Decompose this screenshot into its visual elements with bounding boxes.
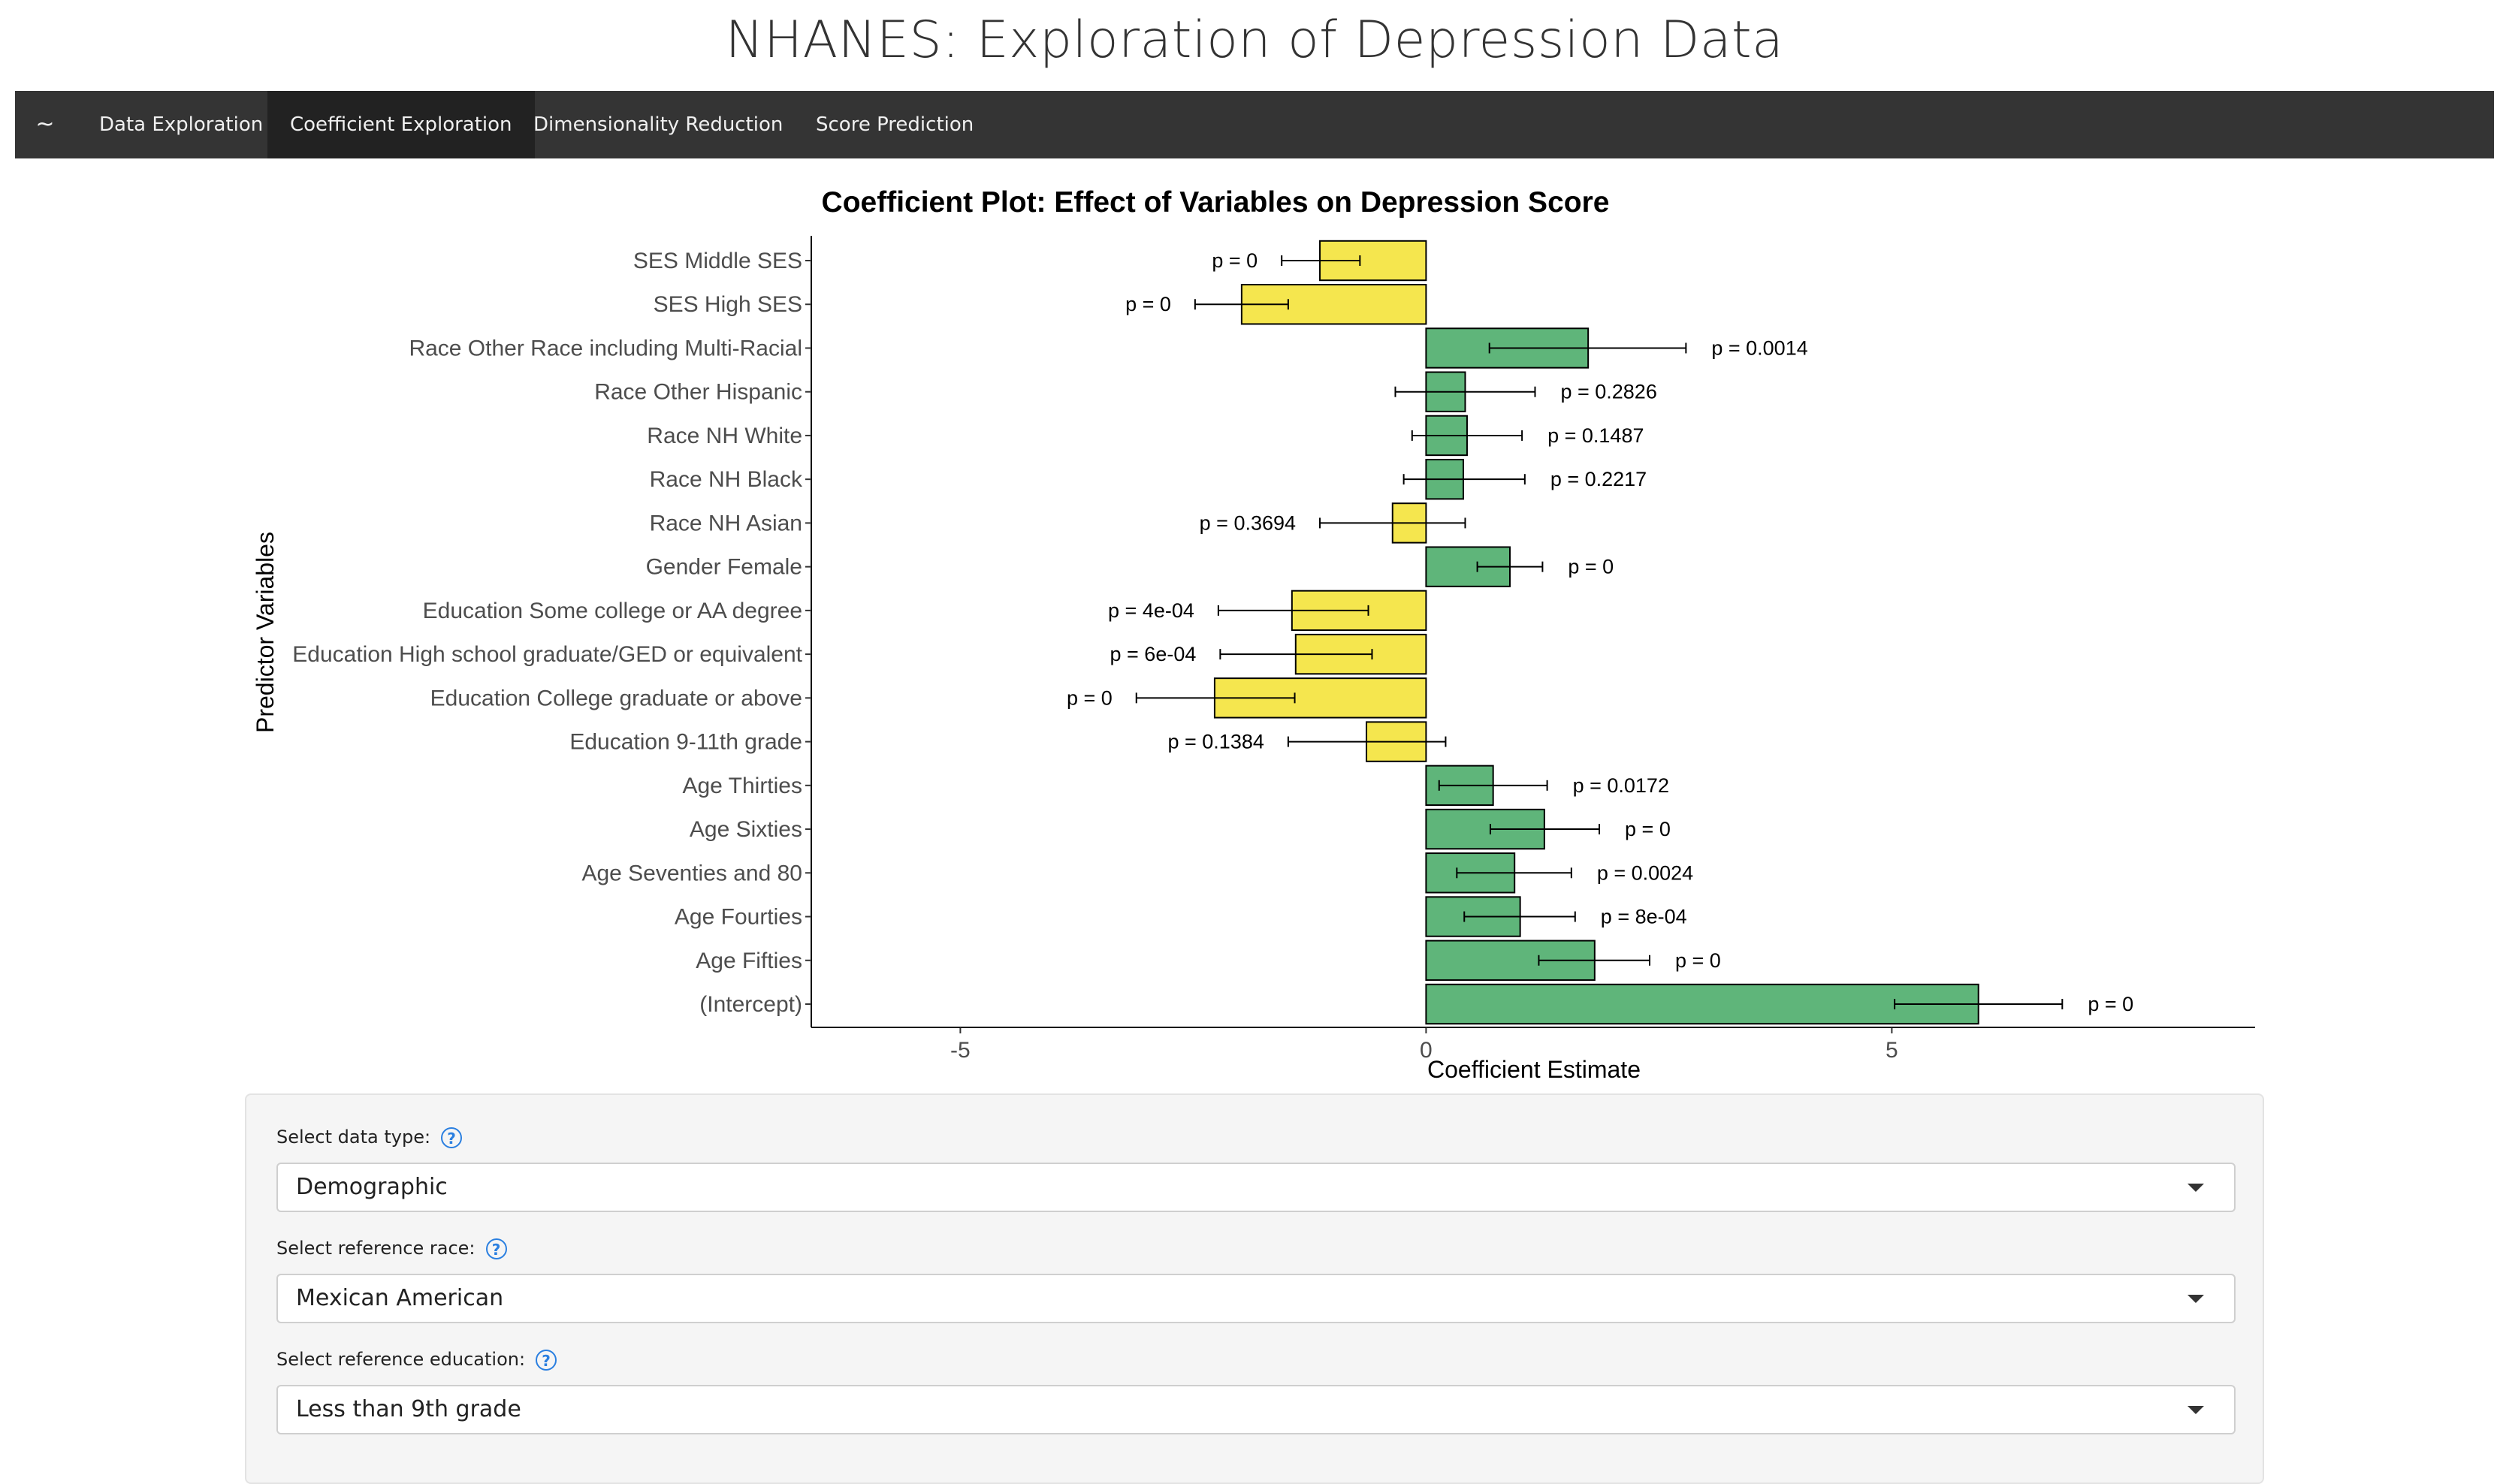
p-value-label: p = 0.2217: [1550, 468, 1647, 490]
p-value-label: p = 0: [1125, 293, 1171, 315]
x-tick-label: 5: [1886, 1038, 1898, 1063]
y-tick-label: Education 9-11th grade: [569, 730, 802, 755]
x-tick-label: 0: [1420, 1038, 1433, 1063]
y-axis-title: Predictor Variables: [252, 532, 279, 733]
p-value-label: p = 0.0024: [1597, 861, 1693, 884]
y-tick-label: SES High SES: [654, 292, 802, 317]
reference-education-select[interactable]: Less than 9th grade: [276, 1385, 2236, 1434]
y-tick-label: SES Middle SES: [633, 249, 802, 273]
p-value-label: p = 6e-04: [1110, 643, 1197, 665]
p-value-label: p = 0.3694: [1200, 511, 1296, 534]
reference-race-label: Select reference race:?: [276, 1238, 507, 1259]
control-panel: Select data type:? Demographic Select re…: [245, 1093, 2264, 1484]
p-value-label: p = 0.0014: [1711, 336, 1807, 359]
p-value-label: p = 8e-04: [1601, 906, 1687, 928]
tab-coefficient-exploration[interactable]: Coefficient Exploration: [267, 91, 535, 158]
caret-down-icon: [2187, 1184, 2204, 1192]
data-type-select[interactable]: Demographic: [276, 1163, 2236, 1212]
p-value-label: p = 0: [1067, 686, 1113, 709]
coefficient-plot: Coefficient Plot: Effect of Variables on…: [0, 173, 2509, 1089]
y-tick-label: Education Some college or AA degree: [423, 599, 802, 623]
y-tick-label: Education High school graduate/GED or eq…: [292, 642, 802, 667]
y-tick-label: Age Fourties: [675, 905, 802, 930]
y-tick-label: (Intercept): [699, 992, 802, 1017]
y-tick-label: Gender Female: [646, 555, 802, 580]
page-title: NHANES: Exploration of Depression Data: [725, 11, 1784, 70]
question-circle-icon[interactable]: ?: [536, 1350, 557, 1371]
reference-race-value: Mexican American: [296, 1285, 504, 1311]
p-value-label: p = 0.2826: [1560, 381, 1656, 403]
y-tick-label: Race NH White: [647, 424, 802, 448]
y-tick-label: Age Sixties: [690, 817, 802, 842]
reference-education-value: Less than 9th grade: [296, 1396, 521, 1422]
nav-brand[interactable]: ~: [35, 111, 55, 137]
tab-dimensionality-reduction[interactable]: Dimensionality Reduction: [533, 113, 783, 136]
y-tick-label: Race NH Asian: [650, 511, 802, 535]
y-tick-label: Race Other Race including Multi-Racial: [409, 336, 802, 360]
caret-down-icon: [2187, 1406, 2204, 1414]
p-value-label: p = 0: [2088, 993, 2133, 1015]
caret-down-icon: [2187, 1295, 2204, 1303]
question-circle-icon[interactable]: ?: [485, 1238, 507, 1259]
y-tick-label: Education College graduate or above: [430, 686, 802, 710]
p-value-label: p = 0: [1568, 556, 1614, 578]
y-tick-label: Race NH Black: [650, 467, 803, 492]
y-tick-label: Race Other Hispanic: [594, 380, 802, 405]
p-value-label: p = 0: [1625, 818, 1671, 840]
navbar: ~ Data Exploration Coefficient Explorati…: [15, 91, 2494, 158]
p-value-label: p = 0.1487: [1547, 424, 1644, 447]
x-axis-title: Coefficient Estimate: [1427, 1056, 1641, 1083]
p-value-label: p = 0: [1675, 949, 1721, 972]
y-tick-label: Age Thirties: [682, 774, 802, 798]
tab-data-exploration[interactable]: Data Exploration: [99, 113, 264, 136]
p-value-label: p = 0: [1212, 249, 1258, 272]
coefficient-plot-svg: Coefficient Plot: Effect of Variables on…: [252, 186, 2255, 1083]
x-tick-label: -5: [950, 1038, 971, 1063]
p-value-label: p = 0.1384: [1168, 731, 1264, 753]
p-value-label: p = 0.0172: [1573, 774, 1669, 797]
reference-race-select[interactable]: Mexican American: [276, 1274, 2236, 1323]
tab-score-prediction[interactable]: Score Prediction: [816, 113, 974, 136]
p-value-label: p = 4e-04: [1108, 599, 1194, 622]
reference-education-label: Select reference education:?: [276, 1349, 557, 1371]
data-type-value: Demographic: [296, 1174, 448, 1200]
data-type-label: Select data type:?: [276, 1127, 463, 1148]
question-circle-icon[interactable]: ?: [441, 1127, 463, 1148]
chart-title: Coefficient Plot: Effect of Variables on…: [822, 186, 1610, 219]
y-tick-label: Age Seventies and 80: [581, 861, 802, 885]
y-tick-label: Age Fifties: [696, 949, 802, 973]
